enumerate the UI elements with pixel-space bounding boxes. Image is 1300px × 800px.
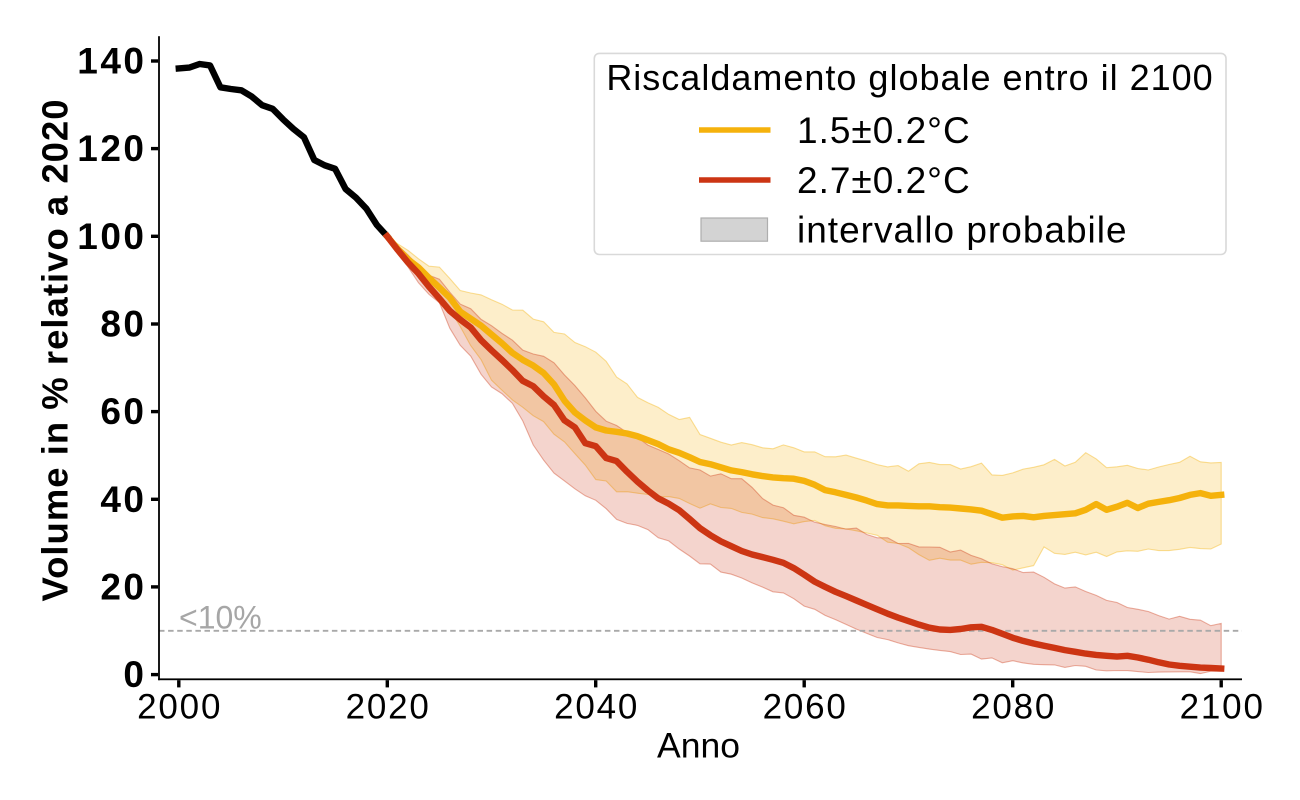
svg-text:Anno: Anno xyxy=(657,726,740,766)
svg-text:80: 80 xyxy=(100,304,146,345)
svg-text:60: 60 xyxy=(100,391,146,432)
svg-text:2080: 2080 xyxy=(971,688,1056,727)
svg-text:40: 40 xyxy=(100,479,146,520)
svg-text:2.7±0.2°C: 2.7±0.2°C xyxy=(797,160,971,201)
svg-text:intervallo probabile: intervallo probabile xyxy=(797,210,1128,251)
svg-text:2060: 2060 xyxy=(763,688,848,727)
svg-text:Volume in % relativo a 2020: Volume in % relativo a 2020 xyxy=(35,98,76,601)
svg-text:2000: 2000 xyxy=(137,688,222,727)
svg-text:1.5±0.2°C: 1.5±0.2°C xyxy=(797,110,971,151)
svg-text:<10%: <10% xyxy=(179,600,262,636)
svg-text:2040: 2040 xyxy=(554,688,639,727)
svg-text:20: 20 xyxy=(100,566,146,607)
svg-text:2020: 2020 xyxy=(346,688,431,727)
svg-text:Riscaldamento globale entro il: Riscaldamento globale entro il 2100 xyxy=(606,57,1213,98)
svg-text:2100: 2100 xyxy=(1180,688,1265,727)
svg-text:0: 0 xyxy=(123,654,146,695)
svg-text:140: 140 xyxy=(77,41,146,82)
svg-text:120: 120 xyxy=(77,128,146,169)
svg-text:100: 100 xyxy=(77,216,146,257)
